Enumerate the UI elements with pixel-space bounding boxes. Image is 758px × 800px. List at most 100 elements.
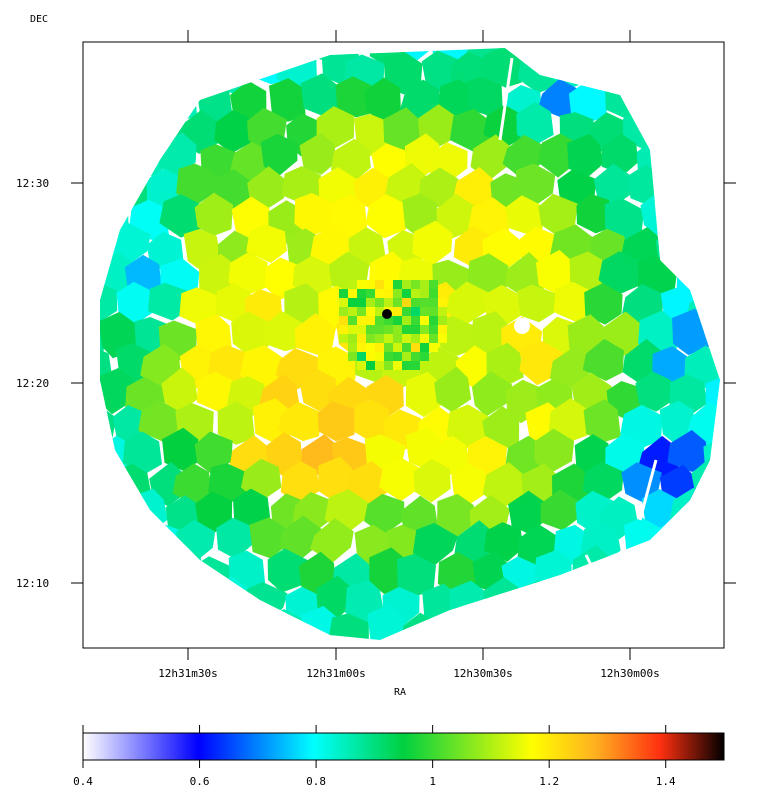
map-bin (357, 316, 366, 325)
map-bin (100, 367, 135, 415)
map-bin (348, 334, 357, 343)
map-bin (402, 325, 411, 334)
map-bin (601, 133, 639, 176)
map-bin (429, 334, 438, 343)
map-bin (339, 289, 348, 298)
map-bin (316, 575, 353, 619)
map-bin (540, 489, 578, 531)
map-bin (294, 313, 336, 355)
map-bin (348, 316, 357, 325)
map-bin (375, 307, 384, 316)
map-bin (366, 289, 375, 298)
map-bin (483, 522, 524, 562)
map-bin (116, 281, 155, 325)
map-bin (420, 325, 429, 334)
map-bin (348, 343, 357, 352)
map-bin (516, 284, 556, 323)
map-bin (635, 371, 673, 412)
map-bin (402, 280, 411, 289)
map-bin (402, 316, 411, 325)
map-bin (393, 307, 402, 316)
chip-gaps (498, 57, 658, 576)
map-bin (208, 463, 253, 502)
x-tick-label: 12h30m30s (453, 667, 513, 680)
map-bin (161, 367, 198, 413)
map-bin (434, 366, 472, 413)
map-bin (449, 108, 491, 152)
map-bin (535, 249, 577, 294)
map-bin (429, 298, 438, 307)
map-bin (263, 311, 303, 352)
map-bin (384, 352, 393, 361)
map-bin (548, 398, 589, 443)
map-bin (375, 343, 384, 352)
map-bin (366, 307, 375, 316)
map-bin (667, 430, 708, 472)
colorbar-tick-label: 0.4 (73, 775, 93, 788)
colorbar-tick-label: 0.8 (306, 775, 326, 788)
map-bin (429, 307, 438, 316)
map-bin (162, 427, 200, 471)
x-tick-label: 12h30m00s (600, 667, 660, 680)
map-bin (567, 133, 604, 177)
map-bin (584, 283, 623, 325)
map-bin (411, 334, 420, 343)
map-bin (357, 289, 366, 298)
map-bin (384, 316, 393, 325)
map-bin (420, 289, 429, 298)
y-tick-label: 12:30 (16, 177, 49, 190)
map-bin (122, 432, 162, 474)
map-bin (328, 613, 369, 640)
map-bin (576, 193, 613, 234)
map-bin (294, 193, 336, 237)
map-bin (194, 431, 233, 474)
map-bin (549, 346, 590, 389)
map-bin (402, 361, 411, 370)
map-bin (330, 194, 368, 240)
map-bin (366, 361, 375, 370)
map-bin (405, 371, 444, 418)
map-bin (339, 316, 348, 325)
map-bin (217, 401, 255, 445)
map-bin (383, 51, 423, 95)
map-bin (384, 325, 393, 334)
colorbar-tick-label: 1.4 (656, 775, 676, 788)
map-peak (382, 309, 392, 319)
map-bin (265, 432, 303, 476)
map-bin (393, 280, 402, 289)
map-bin (411, 298, 420, 307)
map-bin (471, 371, 513, 417)
map-bin (357, 361, 366, 370)
map-bin (638, 435, 679, 478)
map-bin (339, 298, 348, 307)
map-bin (411, 280, 420, 289)
map-bin (384, 298, 393, 307)
map-bin (583, 399, 621, 442)
map-bin (375, 325, 384, 334)
map-bin (402, 343, 411, 352)
map-bin (402, 352, 411, 361)
map-bin (402, 298, 411, 307)
map-bin (267, 548, 309, 593)
map-bin (348, 289, 357, 298)
map-bin (159, 194, 202, 238)
map-bin (366, 316, 375, 325)
map-bin (299, 369, 337, 412)
map-bin (402, 289, 411, 298)
map-bin (339, 307, 348, 316)
map-bin (379, 457, 422, 502)
y-tick-label: 12:20 (16, 377, 49, 390)
map-bin (196, 371, 237, 413)
map-bin (534, 428, 575, 474)
map-bin (339, 334, 348, 343)
map-bin (420, 352, 429, 361)
map-bin (412, 220, 453, 266)
map-bin (375, 334, 384, 343)
map-bin (402, 307, 411, 316)
map-bin (437, 493, 475, 538)
colorbar-tick-label: 1.2 (539, 775, 559, 788)
map-bin (100, 281, 118, 323)
map-bin (438, 325, 447, 334)
map-bin (429, 316, 438, 325)
map-bin (310, 518, 354, 563)
